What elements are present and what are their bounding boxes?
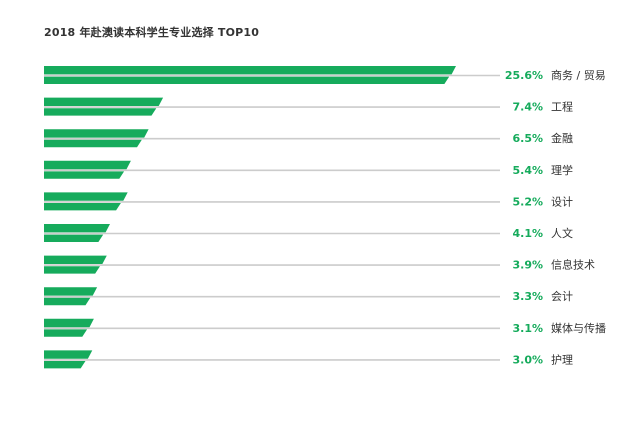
bar xyxy=(44,318,94,328)
bar xyxy=(44,350,93,359)
bar-row: 3.9% 信息技术 xyxy=(44,255,595,274)
value-label: 3.3% xyxy=(512,290,543,303)
category-label: 护理 xyxy=(551,352,573,366)
bar xyxy=(44,224,110,233)
bar-row: 6.5% 金融 xyxy=(44,129,573,148)
category-label: 设计 xyxy=(551,195,573,208)
category-label: 商务 / 贸易 xyxy=(551,68,606,82)
bar-lower xyxy=(44,203,121,211)
value-label: 3.1% xyxy=(512,322,543,335)
value-label: 4.1% xyxy=(512,227,543,240)
bar xyxy=(44,255,107,264)
category-label: 会计 xyxy=(551,290,573,303)
bar-lower xyxy=(44,266,100,274)
category-label: 工程 xyxy=(551,101,573,114)
bar-lower xyxy=(44,171,125,179)
bar-row: 5.4% 理学 xyxy=(44,160,573,179)
value-label: 25.6% xyxy=(505,69,543,82)
value-label: 6.5% xyxy=(512,132,543,145)
value-label: 3.9% xyxy=(512,259,543,272)
bar-lower xyxy=(44,108,157,116)
value-label: 5.2% xyxy=(512,195,543,208)
bar xyxy=(44,66,456,75)
value-label: 3.0% xyxy=(512,353,543,366)
category-label: 媒体与传播 xyxy=(551,321,606,335)
value-label: 7.4% xyxy=(512,101,543,114)
bar-row: 5.2% 设计 xyxy=(44,192,573,211)
value-label: 5.4% xyxy=(512,164,543,177)
bar-row: 3.0% 护理 xyxy=(44,350,573,369)
bar-lower xyxy=(44,297,91,306)
bar-lower xyxy=(44,329,88,337)
bar xyxy=(44,287,98,296)
bar-lower xyxy=(44,361,86,369)
bar xyxy=(44,160,131,170)
category-label: 金融 xyxy=(551,131,573,145)
bar xyxy=(44,97,164,106)
bar-row: 3.3% 会计 xyxy=(44,287,573,306)
category-label: 人文 xyxy=(551,226,573,240)
bar-row: 25.6% 商务 / 贸易 xyxy=(44,66,606,84)
bar-row: 3.1% 媒体与传播 xyxy=(44,318,606,337)
category-label: 理学 xyxy=(551,163,573,177)
bar-lower xyxy=(44,234,104,242)
bar xyxy=(44,129,149,138)
bar-lower xyxy=(44,139,142,148)
bar-lower xyxy=(44,76,450,84)
bar xyxy=(44,192,128,201)
chart-title: 2018 年赴澳读本科学生专业选择 TOP10 xyxy=(44,26,260,39)
category-label: 信息技术 xyxy=(551,258,595,272)
bar-row: 7.4% 工程 xyxy=(44,97,573,116)
bar-row: 4.1% 人文 xyxy=(44,224,573,242)
